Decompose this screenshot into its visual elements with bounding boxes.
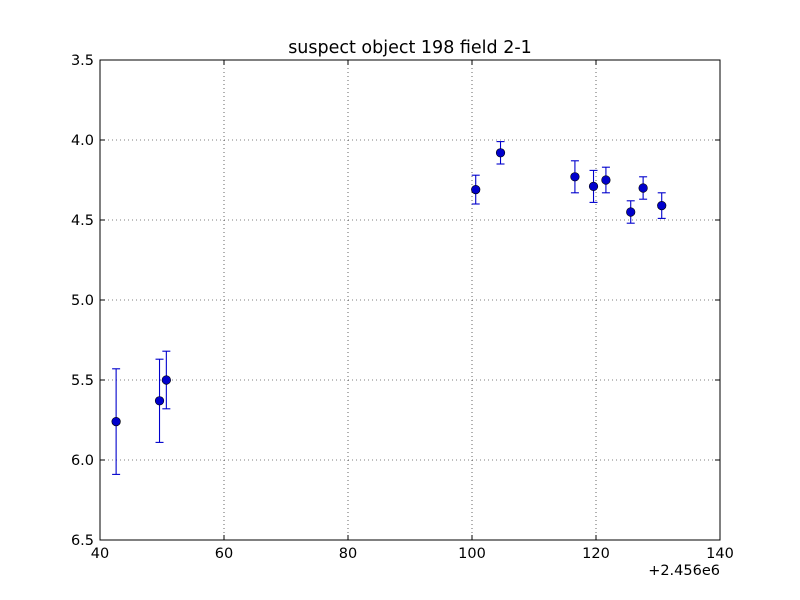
y-tick-label: 4.0 [71,133,94,149]
data-point [111,417,121,427]
y-tick-label: 6.0 [71,453,94,469]
data-point [161,375,171,385]
data-point [626,207,636,217]
data-point [471,185,481,195]
x-tick-labels: 40 60 80 100 120 140 [91,546,734,562]
x-tick-label: 60 [215,546,233,562]
x-tick-label: 100 [458,546,486,562]
chart-title: suspect object 198 field 2-1 [288,38,532,58]
y-tick-label: 5.0 [71,293,94,309]
x-tick-label: 80 [339,546,357,562]
x-tick-label: 40 [91,546,109,562]
y-tick-label: 4.5 [71,213,94,229]
x-axis-offset-label: +2.456e6 [648,563,720,579]
data-point [601,175,611,185]
data-point [638,183,648,193]
x-tick-label: 120 [582,546,610,562]
y-tick-label: 5.5 [71,373,94,389]
y-tick-label: 6.5 [71,533,94,549]
axis-ticks [99,59,721,541]
data-point [495,148,506,158]
grid-lines [100,60,720,540]
data-point [657,201,667,211]
data-point [154,396,165,406]
data-point [570,172,580,182]
data-point [588,181,599,191]
y-tick-label: 3.5 [71,53,94,69]
y-tick-labels: 3.5 4.0 4.5 5.0 5.5 6.0 6.5 [71,53,94,549]
x-tick-label: 140 [706,546,734,562]
data-series [111,141,667,475]
